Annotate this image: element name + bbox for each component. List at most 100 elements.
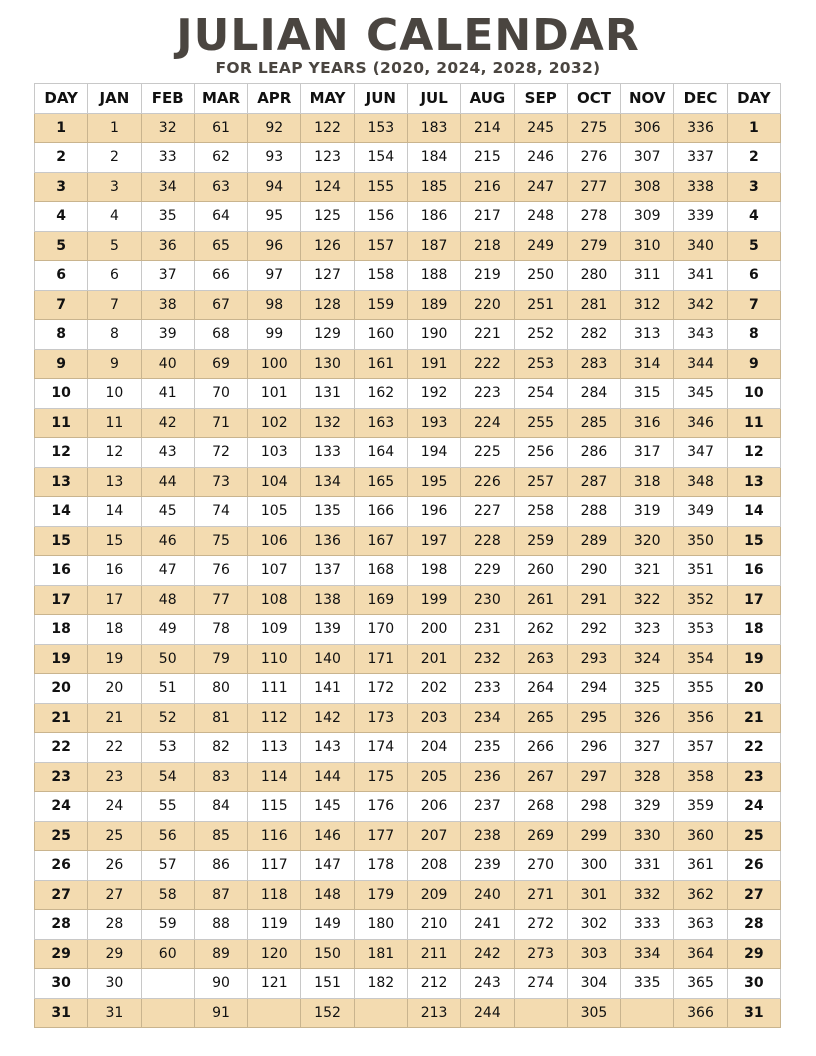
julian-day-cell: 123 (300, 142, 355, 173)
julian-day-cell: 138 (300, 584, 355, 615)
day-cell: 20 (726, 673, 782, 704)
julian-day-cell: 350 (673, 525, 728, 556)
julian-day-cell: 203 (406, 702, 462, 733)
julian-day-cell: 125 (300, 201, 355, 232)
julian-day-cell: 253 (513, 348, 568, 379)
table-row: 10 10 41 70 101 131 162 192 223 254 284 315 345 10 (33, 378, 782, 409)
julian-day-cell: 28 (87, 909, 142, 940)
julian-day-cell: 295 (566, 702, 622, 733)
julian-day-cell: 318 (620, 466, 675, 497)
julian-day-cell: 93 (247, 142, 302, 173)
julian-day-cell: 366 (673, 997, 728, 1028)
column-header-jan: JAN (87, 83, 142, 114)
day-cell: 26 (726, 850, 782, 881)
julian-day-cell: 262 (513, 614, 568, 645)
julian-day-cell: 308 (620, 171, 675, 202)
julian-day-cell: 107 (247, 555, 302, 586)
julian-day-cell: 18 (87, 614, 142, 645)
julian-day-cell: 272 (513, 909, 568, 940)
julian-day-cell: 213 (406, 997, 462, 1028)
julian-day-cell: 71 (193, 407, 249, 438)
julian-day-cell: 39 (140, 319, 195, 350)
julian-day-cell: 322 (620, 584, 675, 615)
julian-day-cell: 4 (87, 201, 142, 232)
julian-day-cell: 310 (620, 230, 675, 261)
julian-day-cell: 247 (513, 171, 568, 202)
column-header-day: DAY (33, 83, 89, 114)
julian-day-cell: 67 (193, 289, 249, 320)
day-cell: 24 (726, 791, 782, 822)
julian-day-cell: 162 (353, 378, 408, 409)
day-cell: 27 (726, 879, 782, 910)
day-cell: 9 (726, 348, 782, 379)
day-cell: 29 (33, 938, 89, 969)
table-row: 15 15 46 75 106 136 167 197 228 259 289 320 350 15 (33, 525, 782, 556)
julian-day-cell: 57 (140, 850, 195, 881)
julian-day-cell (513, 997, 568, 1028)
julian-day-cell: 228 (460, 525, 515, 556)
day-cell: 31 (33, 997, 89, 1028)
column-header-aug: AUG (460, 83, 515, 114)
day-cell: 3 (726, 171, 782, 202)
julian-day-cell: 222 (460, 348, 515, 379)
julian-day-cell: 96 (247, 230, 302, 261)
julian-day-cell: 40 (140, 348, 195, 379)
julian-day-cell: 279 (566, 230, 622, 261)
julian-day-cell: 286 (566, 437, 622, 468)
julian-day-cell: 13 (87, 466, 142, 497)
day-cell: 28 (33, 909, 89, 940)
julian-day-cell: 336 (673, 112, 728, 143)
julian-day-cell: 141 (300, 673, 355, 704)
julian-day-cell: 95 (247, 201, 302, 232)
julian-day-cell: 150 (300, 938, 355, 969)
column-header-apr: APR (247, 83, 302, 114)
julian-day-cell: 277 (566, 171, 622, 202)
julian-day-cell: 31 (87, 997, 142, 1028)
julian-day-cell: 330 (620, 820, 675, 851)
julian-day-cell: 265 (513, 702, 568, 733)
day-cell: 29 (726, 938, 782, 969)
julian-day-cell: 299 (566, 820, 622, 851)
julian-day-cell: 349 (673, 496, 728, 527)
julian-day-cell: 102 (247, 407, 302, 438)
julian-day-cell: 306 (620, 112, 675, 143)
julian-day-cell: 6 (87, 260, 142, 291)
julian-day-cell: 143 (300, 732, 355, 763)
julian-day-cell: 176 (353, 791, 408, 822)
julian-day-cell: 172 (353, 673, 408, 704)
julian-day-cell: 140 (300, 643, 355, 674)
julian-day-cell: 99 (247, 319, 302, 350)
julian-day-cell: 309 (620, 201, 675, 232)
julian-day-cell: 60 (140, 938, 195, 969)
julian-day-cell: 3 (87, 171, 142, 202)
julian-day-cell: 154 (353, 142, 408, 173)
day-cell: 10 (726, 378, 782, 409)
julian-day-cell: 316 (620, 407, 675, 438)
julian-day-cell: 361 (673, 850, 728, 881)
day-cell: 4 (33, 201, 89, 232)
julian-day-cell: 38 (140, 289, 195, 320)
julian-day-cell: 47 (140, 555, 195, 586)
julian-day-cell: 226 (460, 466, 515, 497)
julian-day-cell: 300 (566, 850, 622, 881)
julian-day-cell: 239 (460, 850, 515, 881)
julian-day-cell: 187 (406, 230, 462, 261)
julian-day-cell: 195 (406, 466, 462, 497)
table-row: 9 9 40 69 100 130 161 191 222 253 283 314 344 9 (33, 348, 782, 379)
julian-day-cell: 9 (87, 348, 142, 379)
day-cell: 20 (33, 673, 89, 704)
julian-day-cell: 155 (353, 171, 408, 202)
julian-day-cell: 326 (620, 702, 675, 733)
table-row: 6 6 37 66 97 127 158 188 219 250 280 311 341 6 (33, 260, 782, 291)
julian-day-cell: 208 (406, 850, 462, 881)
julian-day-cell: 201 (406, 643, 462, 674)
julian-day-cell: 331 (620, 850, 675, 881)
julian-day-cell: 188 (406, 260, 462, 291)
julian-day-cell: 206 (406, 791, 462, 822)
julian-day-cell: 59 (140, 909, 195, 940)
day-cell: 6 (726, 260, 782, 291)
julian-day-cell: 335 (620, 968, 675, 999)
table-row: 23 23 54 83 114 144 175 205 236 267 297 328 358 23 (33, 761, 782, 792)
day-cell: 19 (33, 643, 89, 674)
day-cell: 23 (33, 761, 89, 792)
